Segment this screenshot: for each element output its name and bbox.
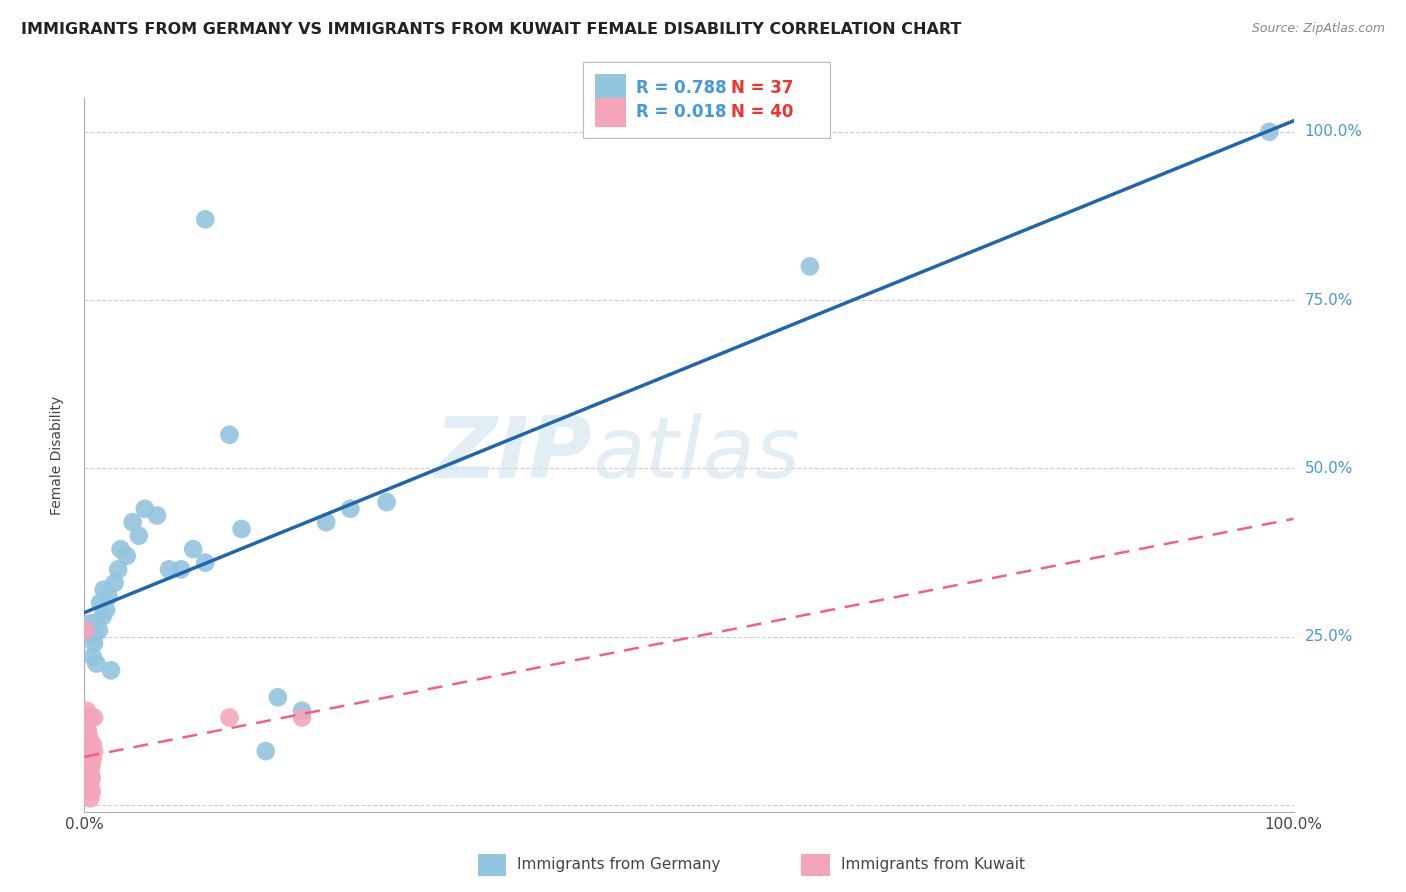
Text: 75.0%: 75.0% <box>1305 293 1353 308</box>
Text: 50.0%: 50.0% <box>1305 461 1353 476</box>
Point <box>79 791 101 805</box>
Point <box>77 744 100 758</box>
Point <box>100 664 122 678</box>
Text: IMMIGRANTS FROM GERMANY VS IMMIGRANTS FROM KUWAIT FEMALE DISABILITY CORRELATION : IMMIGRANTS FROM GERMANY VS IMMIGRANTS FR… <box>21 22 962 37</box>
Text: Immigrants from Kuwait: Immigrants from Kuwait <box>841 857 1025 872</box>
Point <box>79 778 101 792</box>
Point <box>77 757 100 772</box>
Point <box>91 609 114 624</box>
Point <box>218 710 240 724</box>
Point <box>231 522 253 536</box>
Point <box>82 649 104 664</box>
Point <box>1258 125 1281 139</box>
Text: N = 37: N = 37 <box>731 79 793 97</box>
Point <box>76 784 98 798</box>
Point <box>80 757 103 772</box>
Point <box>77 738 100 752</box>
Point <box>77 751 100 765</box>
Point <box>82 751 104 765</box>
Text: 25.0%: 25.0% <box>1305 629 1353 644</box>
Point <box>76 717 98 731</box>
Point <box>77 757 100 772</box>
Point <box>83 636 105 650</box>
Point <box>76 744 98 758</box>
Point <box>194 212 217 227</box>
Point <box>339 501 361 516</box>
Point <box>291 710 314 724</box>
Point <box>77 731 100 745</box>
Point <box>83 744 105 758</box>
Point <box>157 562 180 576</box>
Point <box>80 784 103 798</box>
Point <box>77 784 100 798</box>
Point <box>75 623 97 637</box>
Text: ZIP: ZIP <box>434 413 592 497</box>
Point <box>82 738 104 752</box>
Point <box>79 751 101 765</box>
Point <box>94 603 117 617</box>
Point <box>76 731 98 745</box>
Point <box>115 549 138 563</box>
Point <box>80 744 103 758</box>
Point <box>76 764 98 779</box>
Point <box>110 542 132 557</box>
Y-axis label: Female Disability: Female Disability <box>49 395 63 515</box>
Point <box>77 751 100 765</box>
Point <box>104 575 127 590</box>
Point <box>79 784 101 798</box>
Point <box>79 757 101 772</box>
Point <box>76 710 98 724</box>
Point <box>79 764 101 779</box>
Point <box>181 542 204 557</box>
Text: atlas: atlas <box>592 413 800 497</box>
Point <box>83 710 105 724</box>
Point <box>79 710 101 724</box>
Point <box>79 771 101 785</box>
Point <box>146 508 169 523</box>
Point <box>79 616 101 631</box>
Point <box>315 515 337 529</box>
Point <box>93 582 115 597</box>
Point <box>77 723 100 738</box>
Point <box>291 704 314 718</box>
Point <box>77 778 100 792</box>
Text: Immigrants from Germany: Immigrants from Germany <box>517 857 721 872</box>
Point <box>97 589 120 603</box>
Text: 100.0%: 100.0% <box>1305 124 1362 139</box>
Point <box>77 764 100 779</box>
Point <box>128 529 150 543</box>
Text: Source: ZipAtlas.com: Source: ZipAtlas.com <box>1251 22 1385 36</box>
Text: N = 40: N = 40 <box>731 103 793 121</box>
Point <box>86 657 108 671</box>
Point <box>83 630 105 644</box>
Point <box>170 562 193 576</box>
Point <box>799 260 821 274</box>
Point <box>375 495 398 509</box>
Text: R = 0.788: R = 0.788 <box>636 79 725 97</box>
Point <box>80 771 103 785</box>
Point <box>194 556 217 570</box>
Point <box>89 596 111 610</box>
Point <box>77 764 100 779</box>
Point <box>218 427 240 442</box>
Point <box>84 616 107 631</box>
Point <box>134 501 156 516</box>
Point <box>79 738 101 752</box>
Point <box>87 623 110 637</box>
Point <box>267 690 290 705</box>
Point <box>77 771 100 785</box>
Point <box>107 562 129 576</box>
Text: R = 0.018: R = 0.018 <box>636 103 725 121</box>
Point <box>121 515 143 529</box>
Point <box>76 704 98 718</box>
Point <box>254 744 277 758</box>
Point <box>76 738 98 752</box>
